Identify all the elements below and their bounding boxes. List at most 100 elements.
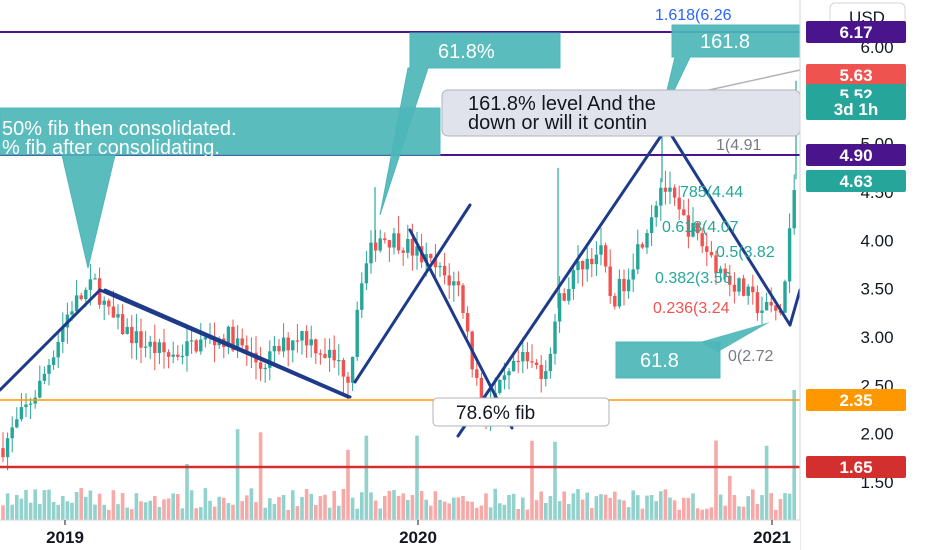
volume-bar bbox=[415, 435, 419, 520]
candle bbox=[350, 356, 355, 391]
volume-bar bbox=[1, 505, 5, 520]
volume-bar bbox=[111, 490, 116, 520]
volume-bar bbox=[387, 490, 392, 520]
volume-bar bbox=[461, 496, 465, 520]
volume-bar bbox=[613, 491, 617, 520]
candle bbox=[157, 338, 162, 365]
volume-bar bbox=[732, 495, 737, 520]
candle bbox=[709, 240, 714, 258]
candle bbox=[360, 272, 364, 318]
volume-bar bbox=[705, 508, 709, 520]
candle bbox=[580, 260, 585, 287]
candle bbox=[663, 170, 668, 205]
candle bbox=[199, 323, 203, 355]
candle bbox=[171, 341, 175, 364]
price-label: 3d 1h bbox=[806, 98, 906, 120]
candle bbox=[383, 232, 387, 244]
callout-note-line2: down or will it contin bbox=[468, 112, 647, 134]
volume-bar bbox=[663, 489, 668, 520]
candle bbox=[737, 277, 741, 296]
price-label: 4.63 bbox=[806, 170, 906, 192]
candle bbox=[378, 229, 382, 253]
volume-bar bbox=[534, 500, 539, 520]
candle bbox=[764, 292, 769, 311]
volume-bar bbox=[314, 505, 318, 520]
volume-bar bbox=[226, 503, 231, 520]
candle bbox=[51, 350, 56, 370]
volume-bar bbox=[139, 501, 143, 520]
svg-text:4.63: 4.63 bbox=[839, 172, 872, 191]
candle bbox=[162, 328, 166, 369]
time-axis[interactable]: 2019 2020 2021 bbox=[0, 519, 800, 550]
candle bbox=[240, 328, 244, 352]
volume-bar bbox=[134, 493, 139, 520]
candle bbox=[567, 277, 571, 305]
volume-bar bbox=[530, 440, 534, 520]
volume-bar bbox=[254, 502, 258, 520]
y-tick-label: 4.00 bbox=[860, 231, 893, 250]
candle bbox=[369, 230, 373, 274]
volume-bar bbox=[74, 491, 79, 520]
candle bbox=[576, 245, 580, 284]
volume-bar bbox=[42, 490, 47, 520]
fib-level-0236: 0.236(3.24 bbox=[653, 300, 730, 317]
candle bbox=[654, 200, 658, 227]
volume-bar bbox=[360, 492, 364, 520]
volume-bar bbox=[222, 497, 226, 520]
volume-bar bbox=[502, 504, 507, 520]
volume-bar bbox=[245, 495, 249, 520]
candle bbox=[626, 268, 631, 299]
candle bbox=[603, 242, 608, 273]
fib-level-1618: 1.618(6.26 bbox=[655, 7, 732, 24]
volume-bar bbox=[617, 499, 622, 520]
candle bbox=[392, 227, 396, 255]
volume-bar bbox=[433, 491, 438, 520]
volume-bar bbox=[171, 493, 175, 520]
candle bbox=[332, 335, 336, 368]
candle bbox=[741, 274, 746, 297]
volume-bar bbox=[677, 509, 681, 520]
volume-bar bbox=[470, 501, 474, 520]
candle bbox=[28, 397, 33, 420]
volume-bar bbox=[498, 503, 502, 520]
volume-bar bbox=[38, 503, 42, 520]
x-tick-label: 2019 bbox=[46, 528, 84, 547]
candle bbox=[166, 349, 171, 369]
volume-bar bbox=[189, 490, 194, 520]
volume-bar bbox=[249, 488, 254, 520]
candle bbox=[212, 322, 217, 363]
volume-bar bbox=[553, 441, 557, 520]
candle bbox=[465, 306, 470, 338]
candle bbox=[599, 227, 603, 266]
candle bbox=[590, 248, 594, 278]
svg-text:4.90: 4.90 bbox=[839, 146, 872, 165]
volume-bar bbox=[755, 503, 760, 520]
candle bbox=[617, 269, 622, 309]
volume-bar bbox=[631, 490, 635, 520]
candle bbox=[456, 271, 461, 297]
volume-bar bbox=[125, 507, 129, 520]
fib-level-0786: 785(4.44 bbox=[680, 184, 743, 201]
volume-bar bbox=[649, 495, 654, 520]
candle bbox=[309, 325, 313, 358]
volume-bar bbox=[691, 493, 695, 520]
volume-bar bbox=[194, 508, 198, 520]
volume-bar bbox=[185, 464, 189, 520]
volume-bar bbox=[419, 490, 424, 520]
price-label: 1.65 bbox=[806, 456, 906, 478]
volume-bar bbox=[760, 495, 764, 520]
candle bbox=[534, 359, 539, 370]
svg-text:2.35: 2.35 bbox=[839, 391, 872, 410]
volume-bar bbox=[346, 449, 350, 520]
volume-bar bbox=[548, 496, 553, 520]
candle bbox=[728, 264, 732, 297]
volume-bar bbox=[341, 488, 346, 520]
volume-bar bbox=[594, 496, 599, 520]
volume-bar bbox=[28, 502, 33, 520]
price-axis[interactable]: USD 6.005.004.504.003.503.002.502.001.50… bbox=[799, 0, 932, 550]
candle bbox=[608, 249, 612, 304]
volume-bar bbox=[525, 509, 530, 520]
candle bbox=[668, 171, 672, 205]
volume-bar bbox=[562, 491, 566, 520]
